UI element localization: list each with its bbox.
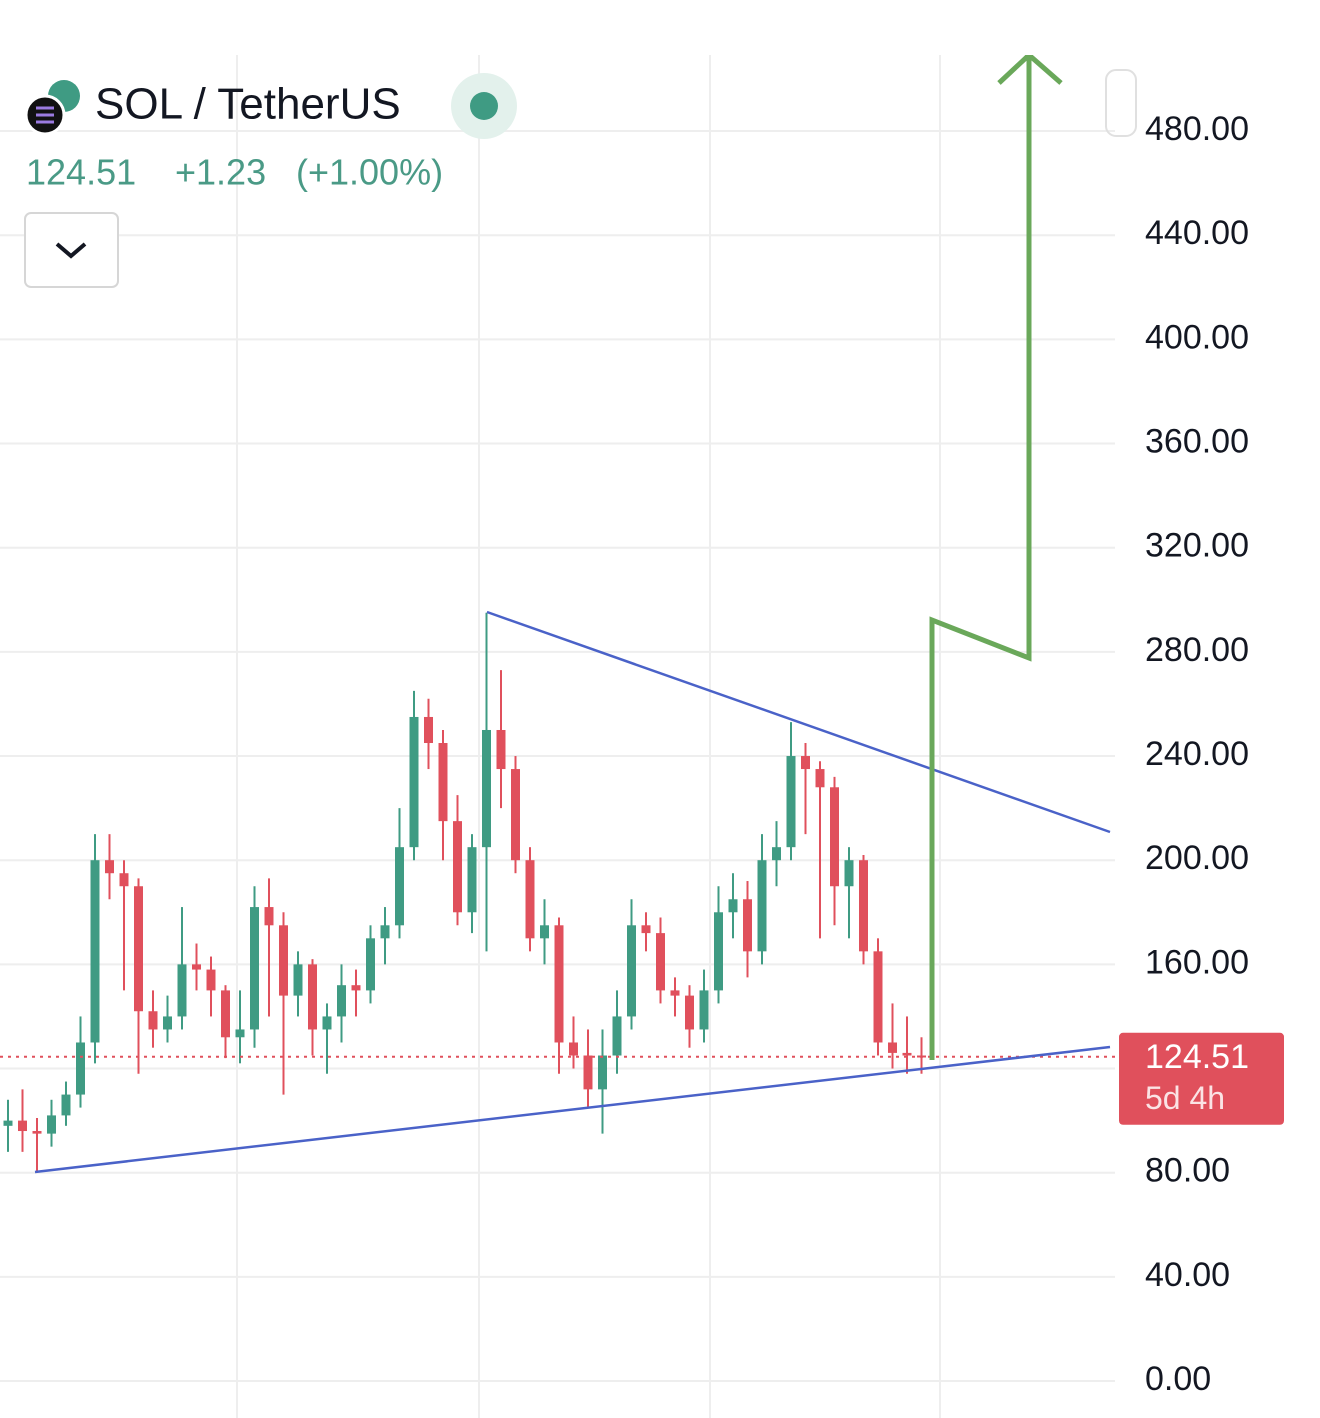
candle-body	[32, 1131, 42, 1134]
candle-body	[467, 847, 477, 913]
scale-button[interactable]	[1105, 69, 1137, 137]
candle-body	[641, 925, 651, 934]
y-tick-label: 240.00	[1145, 735, 1249, 773]
projection-arrow	[929, 57, 1032, 1060]
candle-body	[569, 1042, 578, 1056]
candle-body	[105, 860, 114, 874]
candle-body	[873, 951, 883, 1043]
candle-body	[554, 925, 564, 1043]
price-tag-countdown: 5d 4h	[1145, 1080, 1225, 1116]
candle-body	[612, 1016, 622, 1056]
price-axis: 0.00 40.00 80.00 160.00 200.00 240.00 280.00 32…	[1119, 110, 1284, 1398]
candle-body	[859, 860, 868, 952]
candle-body	[656, 933, 665, 991]
candle-body	[699, 990, 709, 1030]
candle-body	[496, 729, 506, 770]
y-tick-label: 40.00	[1145, 1256, 1230, 1294]
header: SOL / TetherUS 124.51 +1.23 (+1.00%)	[24, 73, 517, 288]
candle-body	[540, 925, 549, 939]
candle-body	[409, 716, 419, 848]
candle-body	[90, 860, 100, 1043]
candle-body	[250, 907, 259, 1030]
candle-body	[525, 860, 535, 939]
candle-body	[714, 912, 723, 991]
candle-body	[757, 860, 767, 952]
candle-body	[366, 938, 375, 991]
candle-body	[511, 769, 520, 861]
resistance-line	[486, 610, 1111, 834]
sol-glyph	[36, 106, 54, 124]
price-change-percent: (+1.00%)	[296, 152, 443, 193]
symbol-title: SOL / TetherUS	[95, 80, 401, 129]
candle-body	[163, 1016, 172, 1030]
candle-body	[337, 985, 346, 1017]
candle-body	[395, 847, 404, 926]
candle-body	[830, 787, 839, 887]
candle-body	[670, 990, 680, 996]
y-tick-label: 440.00	[1145, 214, 1249, 252]
candle-body	[47, 1115, 56, 1134]
candle-body	[801, 756, 810, 770]
candle-body	[583, 1055, 593, 1090]
candle-body	[76, 1042, 85, 1095]
last-price: 124.51	[26, 152, 136, 193]
y-tick-label: 360.00	[1145, 423, 1249, 461]
support-line	[34, 1045, 1111, 1174]
y-tick-label: 80.00	[1145, 1152, 1230, 1190]
candle-body	[453, 821, 462, 913]
candle-body	[351, 985, 361, 991]
candle-body	[221, 990, 230, 1038]
candle-body	[3, 1120, 13, 1126]
candle-body	[743, 899, 752, 952]
candle-body	[598, 1055, 607, 1090]
candle-body	[844, 860, 854, 887]
candle-body	[685, 995, 694, 1030]
candle-body	[627, 925, 636, 1017]
candle-body	[772, 847, 781, 861]
candle-body	[888, 1042, 897, 1053]
candle-body	[482, 729, 491, 848]
candle-body	[728, 899, 738, 913]
collapse-button[interactable]	[24, 212, 119, 288]
candle-body	[264, 907, 274, 926]
price-change: +1.23	[175, 152, 266, 193]
candle-body	[424, 716, 433, 744]
candle-body	[206, 969, 216, 991]
candle-body	[134, 886, 143, 1012]
candle-body	[786, 756, 796, 848]
price-tag	[1119, 1032, 1284, 1125]
y-tick-label: 200.00	[1145, 839, 1249, 877]
candle-body	[177, 964, 187, 1017]
candle-body	[815, 769, 825, 788]
y-tick-label: 400.00	[1145, 318, 1249, 356]
candle-body	[192, 964, 201, 970]
candle-body	[18, 1120, 27, 1132]
y-tick-label: 280.00	[1145, 631, 1249, 669]
candle-body	[322, 1016, 332, 1030]
y-tick-label: 0.00	[1145, 1360, 1211, 1398]
candle-body	[293, 964, 303, 996]
y-tick-label: 160.00	[1145, 943, 1249, 981]
candle-body	[902, 1052, 912, 1056]
candle-body	[235, 1029, 245, 1038]
plot	[0, 130, 1115, 1383]
vertical-grid	[236, 55, 941, 1418]
status-dot	[470, 92, 498, 120]
y-tick-label: 320.00	[1145, 527, 1249, 565]
y-tick-label: 480.00	[1145, 110, 1249, 148]
price-tag-value: 124.51	[1145, 1038, 1249, 1076]
candle-body	[438, 743, 448, 822]
candle-body	[148, 1011, 158, 1030]
drawings	[34, 51, 1111, 1174]
candle-body	[308, 964, 317, 1030]
candle-body	[119, 873, 129, 887]
top-bg	[0, 0, 1320, 55]
candle-body	[380, 925, 390, 939]
chevron	[55, 242, 87, 259]
candle-body	[279, 925, 288, 996]
candle-body	[61, 1094, 71, 1116]
